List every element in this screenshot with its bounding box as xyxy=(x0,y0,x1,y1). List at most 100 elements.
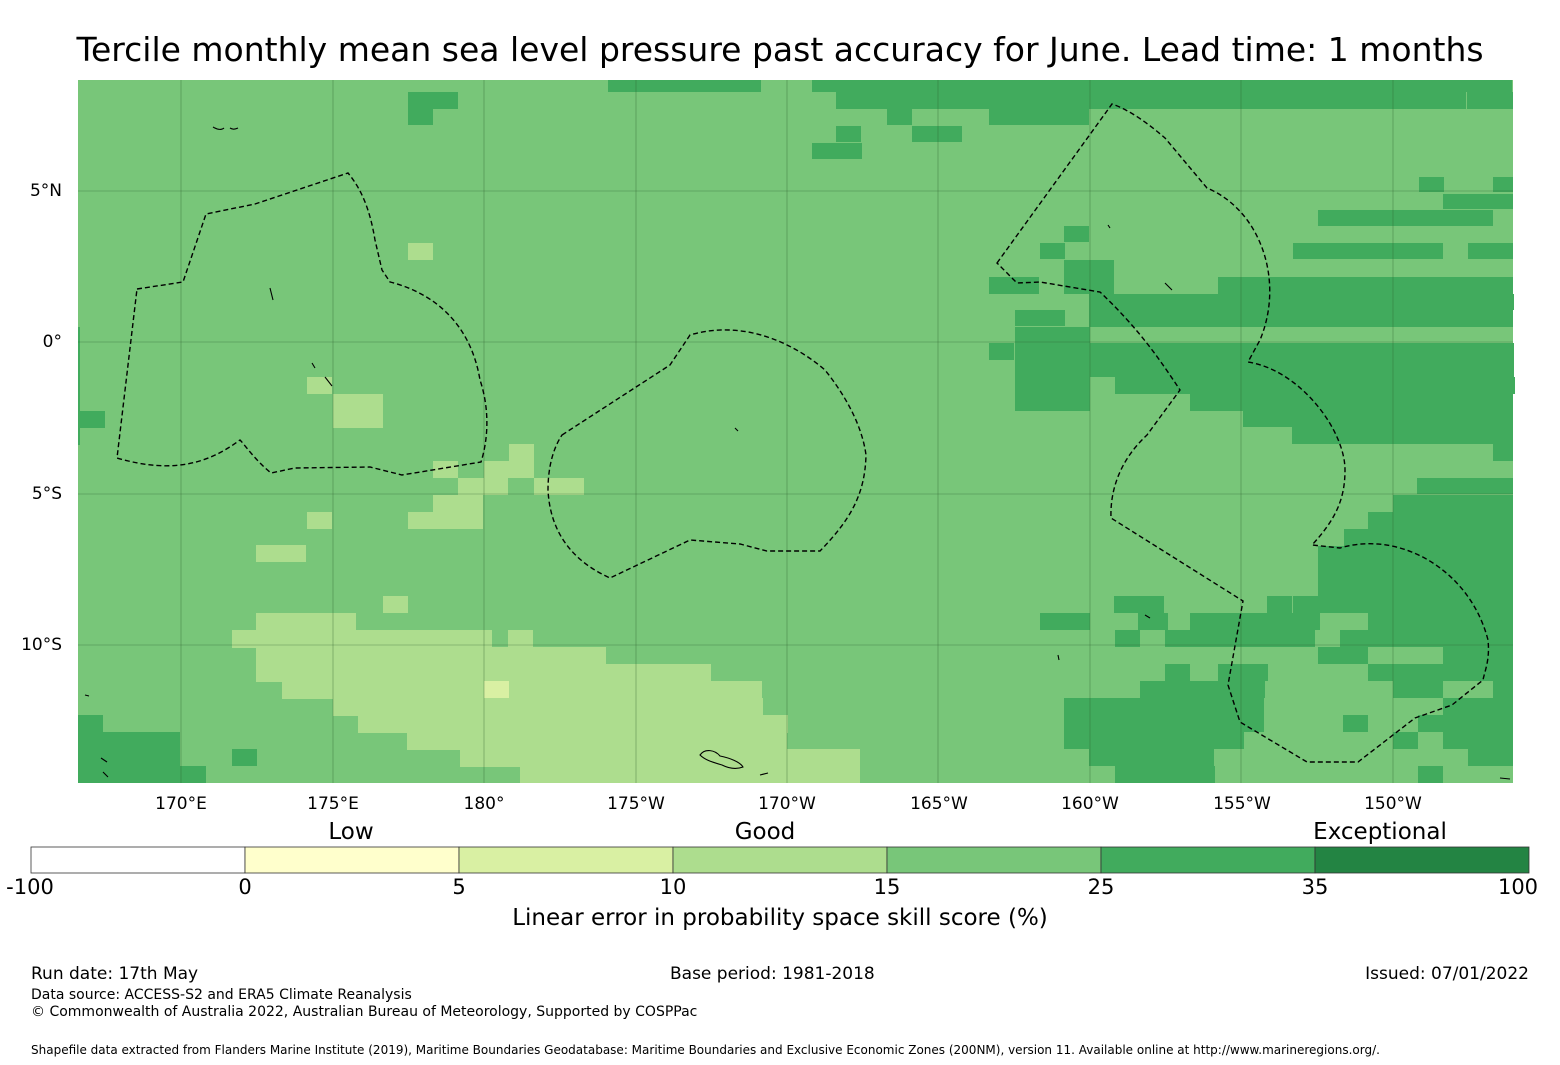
skill-cell-25-35 xyxy=(1393,630,1513,647)
colorbar-tick: 0 xyxy=(238,875,252,899)
skill-cell-25-35 xyxy=(989,343,1014,360)
colorbar-segment xyxy=(458,846,674,874)
skill-cell-25-35 xyxy=(812,80,1512,92)
skill-cell-10-15 xyxy=(534,478,584,495)
skill-cell-10-15 xyxy=(307,512,332,529)
lat-label: 5°N xyxy=(29,181,62,201)
skill-cell-25-35 xyxy=(1089,294,1514,310)
skill-cell-25-35 xyxy=(1064,226,1089,242)
lon-label: 170°E xyxy=(155,794,207,814)
skill-cell-25-35 xyxy=(1393,681,1443,698)
skill-cell-25-35 xyxy=(80,411,105,428)
skill-cell-25-35 xyxy=(1064,260,1114,294)
skill-cell-25-35 xyxy=(1443,647,1513,664)
skill-cell-25-35 xyxy=(1089,310,1513,327)
skill-cell-25-35 xyxy=(1292,427,1513,444)
graticule xyxy=(78,80,1513,783)
skill-cell-25-35 xyxy=(1318,210,1493,226)
skill-cell-10-15 xyxy=(484,461,534,478)
island-samoa xyxy=(699,750,744,770)
skill-cell-25-35 xyxy=(1393,732,1418,749)
lon-label: 150°W xyxy=(1364,794,1422,814)
colorbar-tick: 5 xyxy=(452,875,466,899)
skill-cell-25-35 xyxy=(1419,177,1444,192)
skill-cell-25-35 xyxy=(1115,630,1140,647)
skill-cell-25-35 xyxy=(1218,664,1268,681)
category-good: Good xyxy=(734,819,796,845)
skill-cell-10-15 xyxy=(458,478,508,495)
eez-boundaries xyxy=(116,103,1490,763)
colorbar-segment xyxy=(1100,846,1316,874)
lat-label: 0° xyxy=(42,332,62,352)
category-low: Low xyxy=(328,819,374,845)
skill-cell-10-15 xyxy=(232,630,492,648)
skill-cell-25-35 xyxy=(1318,546,1513,563)
skill-cell-25-35 xyxy=(1218,277,1513,294)
skill-cell-25-35 xyxy=(1190,394,1513,411)
skill-cell-25-35 xyxy=(1393,495,1513,512)
skill-cell-25-35 xyxy=(1040,243,1065,259)
skill-cell-25-35 xyxy=(1138,613,1168,630)
skill-cell-25-35 xyxy=(1418,715,1513,732)
land-outlines xyxy=(84,126,1511,780)
skill-cell-10-15 xyxy=(333,698,763,716)
lon-label: 180° xyxy=(463,794,505,814)
colorbar-tick: 25 xyxy=(1087,875,1115,899)
skill-cell-10-15 xyxy=(256,613,356,631)
eez-kiribati-east xyxy=(996,103,1490,763)
skill-cell-10-15 xyxy=(383,596,408,613)
skill-cell-25-35 xyxy=(1293,243,1443,259)
skill-cell-25-35 xyxy=(912,126,962,142)
colorbar-segment xyxy=(244,846,460,874)
skill-cell-25-35 xyxy=(1267,596,1292,613)
lon-label: 170°W xyxy=(758,794,816,814)
colorbar-segment xyxy=(1314,846,1530,874)
skill-cell-25-35 xyxy=(1190,613,1320,630)
lon-label: 160°W xyxy=(1061,794,1119,814)
skill-cell-25-35 xyxy=(408,109,433,125)
skill-cell-25-35 xyxy=(1418,766,1443,783)
skill-cell-25-35 xyxy=(608,80,761,92)
colorbar xyxy=(30,846,1530,874)
skill-cell-25-35 xyxy=(78,732,180,749)
island-tutuila xyxy=(759,772,769,776)
map-title: Tercile monthly mean sea level pressure … xyxy=(76,30,1484,69)
skill-cell-25-35 xyxy=(887,109,912,125)
skill-cell-25-35 xyxy=(1443,698,1513,715)
skill-cell-10-15 xyxy=(282,681,762,699)
lon-label: 175°W xyxy=(607,794,665,814)
skill-cell-25-35 xyxy=(1064,715,1264,732)
lon-label: 165°W xyxy=(910,794,968,814)
skill-cell-25-35 xyxy=(1115,766,1215,783)
base-period: Base period: 1981-2018 xyxy=(670,964,875,984)
skill-cell-25-35 xyxy=(836,126,861,142)
skill-cell-25-35 xyxy=(1493,177,1513,192)
skill-cell-25-35 xyxy=(1467,92,1513,109)
skill-cell-25-35 xyxy=(1064,732,1244,749)
colorbar-segment xyxy=(672,846,888,874)
colorbar-tick: 100 xyxy=(1497,875,1539,899)
skill-cell-10-15 xyxy=(433,495,483,529)
skill-cell-10-15 xyxy=(408,512,433,529)
skill-cell-25-35 xyxy=(78,327,80,445)
data-source: Data source: ACCESS-S2 and ERA5 Climate … xyxy=(31,987,412,1003)
colorbar-tick: 15 xyxy=(873,875,901,899)
skill-cell-25-35 xyxy=(78,749,180,766)
colorbar-label: Linear error in probability space skill … xyxy=(512,905,1048,931)
skill-cell-25-35 xyxy=(989,277,1039,294)
colorbar-tick: 35 xyxy=(1301,875,1329,899)
skill-cell-25-35 xyxy=(1293,596,1513,613)
skill-cell-10-15 xyxy=(508,630,533,647)
skill-cell-25-35 xyxy=(1089,749,1214,766)
issued-date: Issued: 07/01/2022 xyxy=(1365,964,1529,984)
skill-cell-25-35 xyxy=(232,749,257,766)
skill-cell-25-35 xyxy=(408,92,458,109)
skill-cell-10-15 xyxy=(407,732,787,750)
category-exceptional: Exceptional xyxy=(1313,819,1447,845)
skill-cell-25-35 xyxy=(78,715,103,732)
skill-cell-25-35 xyxy=(78,766,206,783)
eez-tokelau-samoa xyxy=(547,329,867,579)
lon-label: 175°E xyxy=(307,794,359,814)
colorbar-tick: 10 xyxy=(659,875,687,899)
copyright: © Commonwealth of Australia 2022, Austra… xyxy=(31,1004,698,1020)
